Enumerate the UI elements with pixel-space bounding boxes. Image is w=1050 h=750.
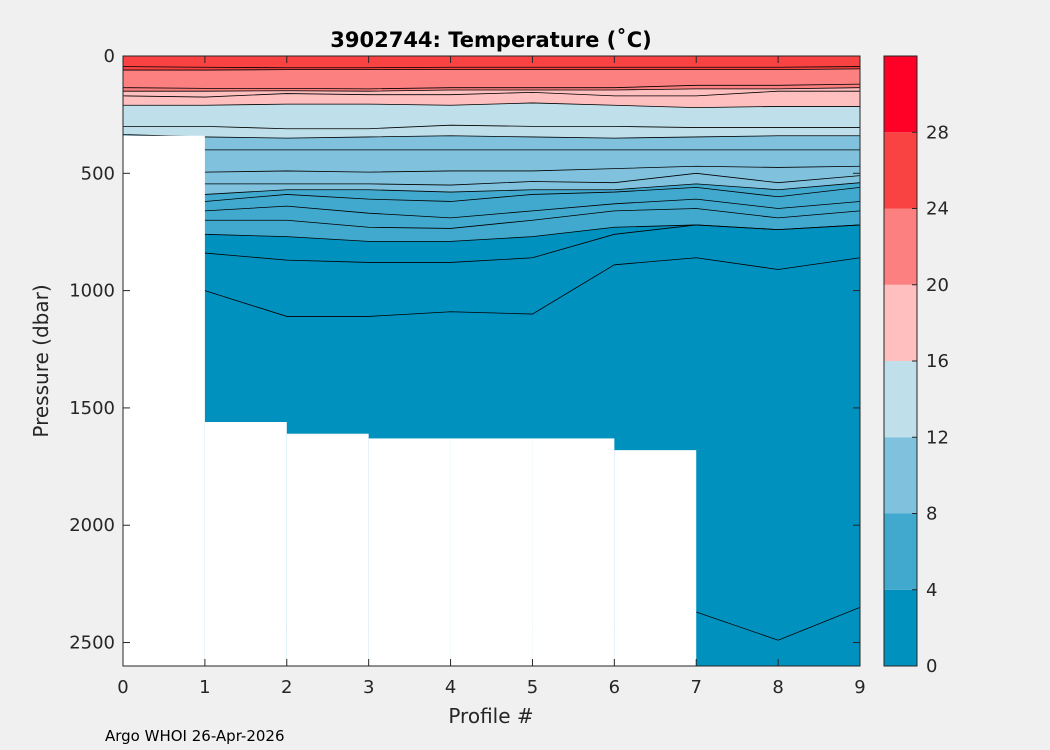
x-axis: 0 1 2 3 4 5 6 7 8 9 [117,56,866,698]
x-tick-label: 1 [199,677,210,698]
colorbar-band [884,513,917,590]
colorbar: 0 4 8 12 16 20 24 28 [883,55,949,677]
y-tick-label: 2000 [69,515,115,536]
x-tick-label: 4 [445,677,456,698]
isotherm-line [123,224,860,263]
y-tick-label: 1000 [69,281,115,302]
x-tick-label: 3 [363,677,374,698]
x-axis-label: Profile # [448,704,533,728]
no-data-region [123,135,205,666]
colorbar-tick-label: 4 [926,580,937,601]
colorbar-tick-label: 28 [926,122,949,143]
no-data-region [204,422,287,666]
isotherm-line [123,172,860,186]
colorbar-band [884,56,917,133]
chart-title: 3902744: Temperature (˚C) [330,28,651,52]
y-tick-label: 1500 [69,398,115,419]
y-tick-label: 2500 [69,633,115,654]
colorbar-tick-label: 0 [926,656,937,677]
colorbar-band [884,589,917,666]
colorbar-band [884,284,917,361]
footer-credit: Argo WHOI 26-Apr-2026 [105,727,285,745]
no-data-region [286,433,369,666]
isotherm-line [123,68,860,71]
y-axis-label: Pressure (dbar) [29,284,53,437]
no-data-mask [123,135,697,666]
x-tick-label: 0 [117,677,128,698]
plot-frame [122,55,861,667]
isotherm-line [123,87,860,92]
x-tick-label: 7 [690,677,701,698]
isotherm-line [123,124,860,130]
colorbar-band [884,208,917,285]
y-tick-label: 500 [81,163,115,184]
no-data-region [532,438,615,666]
y-tick-label: 0 [104,46,115,67]
no-data-region [368,438,451,666]
isotherm-line [123,102,860,109]
isotherm-line [123,186,860,202]
isotherm-line [123,182,860,195]
colorbar-tick-label: 24 [926,199,949,220]
contour-lines [123,66,860,641]
x-tick-label: 8 [772,677,783,698]
x-tick-label: 6 [609,677,620,698]
x-tick-label: 2 [281,677,292,698]
isotherm-line [123,66,860,69]
isotherm-line [123,90,860,98]
colorbar-band [884,437,917,514]
colorbar-tick-label: 20 [926,275,949,296]
colorbar-band [884,361,917,438]
isotherm-line [123,257,860,317]
isotherm-line [123,83,860,90]
colorbar-tick-label: 16 [926,351,949,372]
isotherm-line [123,198,860,219]
isotherm-line [123,208,860,229]
isotherm-line [123,165,860,173]
colorbar-tick-label: 8 [926,504,937,525]
y-axis: 0 500 1000 1500 2000 2500 [69,46,860,654]
isotherm-line [123,134,860,139]
x-tick-label: 5 [527,677,538,698]
no-data-region [614,450,697,666]
colorbar-band [884,132,917,209]
no-data-region [450,438,533,666]
x-tick-label: 9 [854,677,865,698]
colorbar-tick-label: 12 [926,427,949,448]
